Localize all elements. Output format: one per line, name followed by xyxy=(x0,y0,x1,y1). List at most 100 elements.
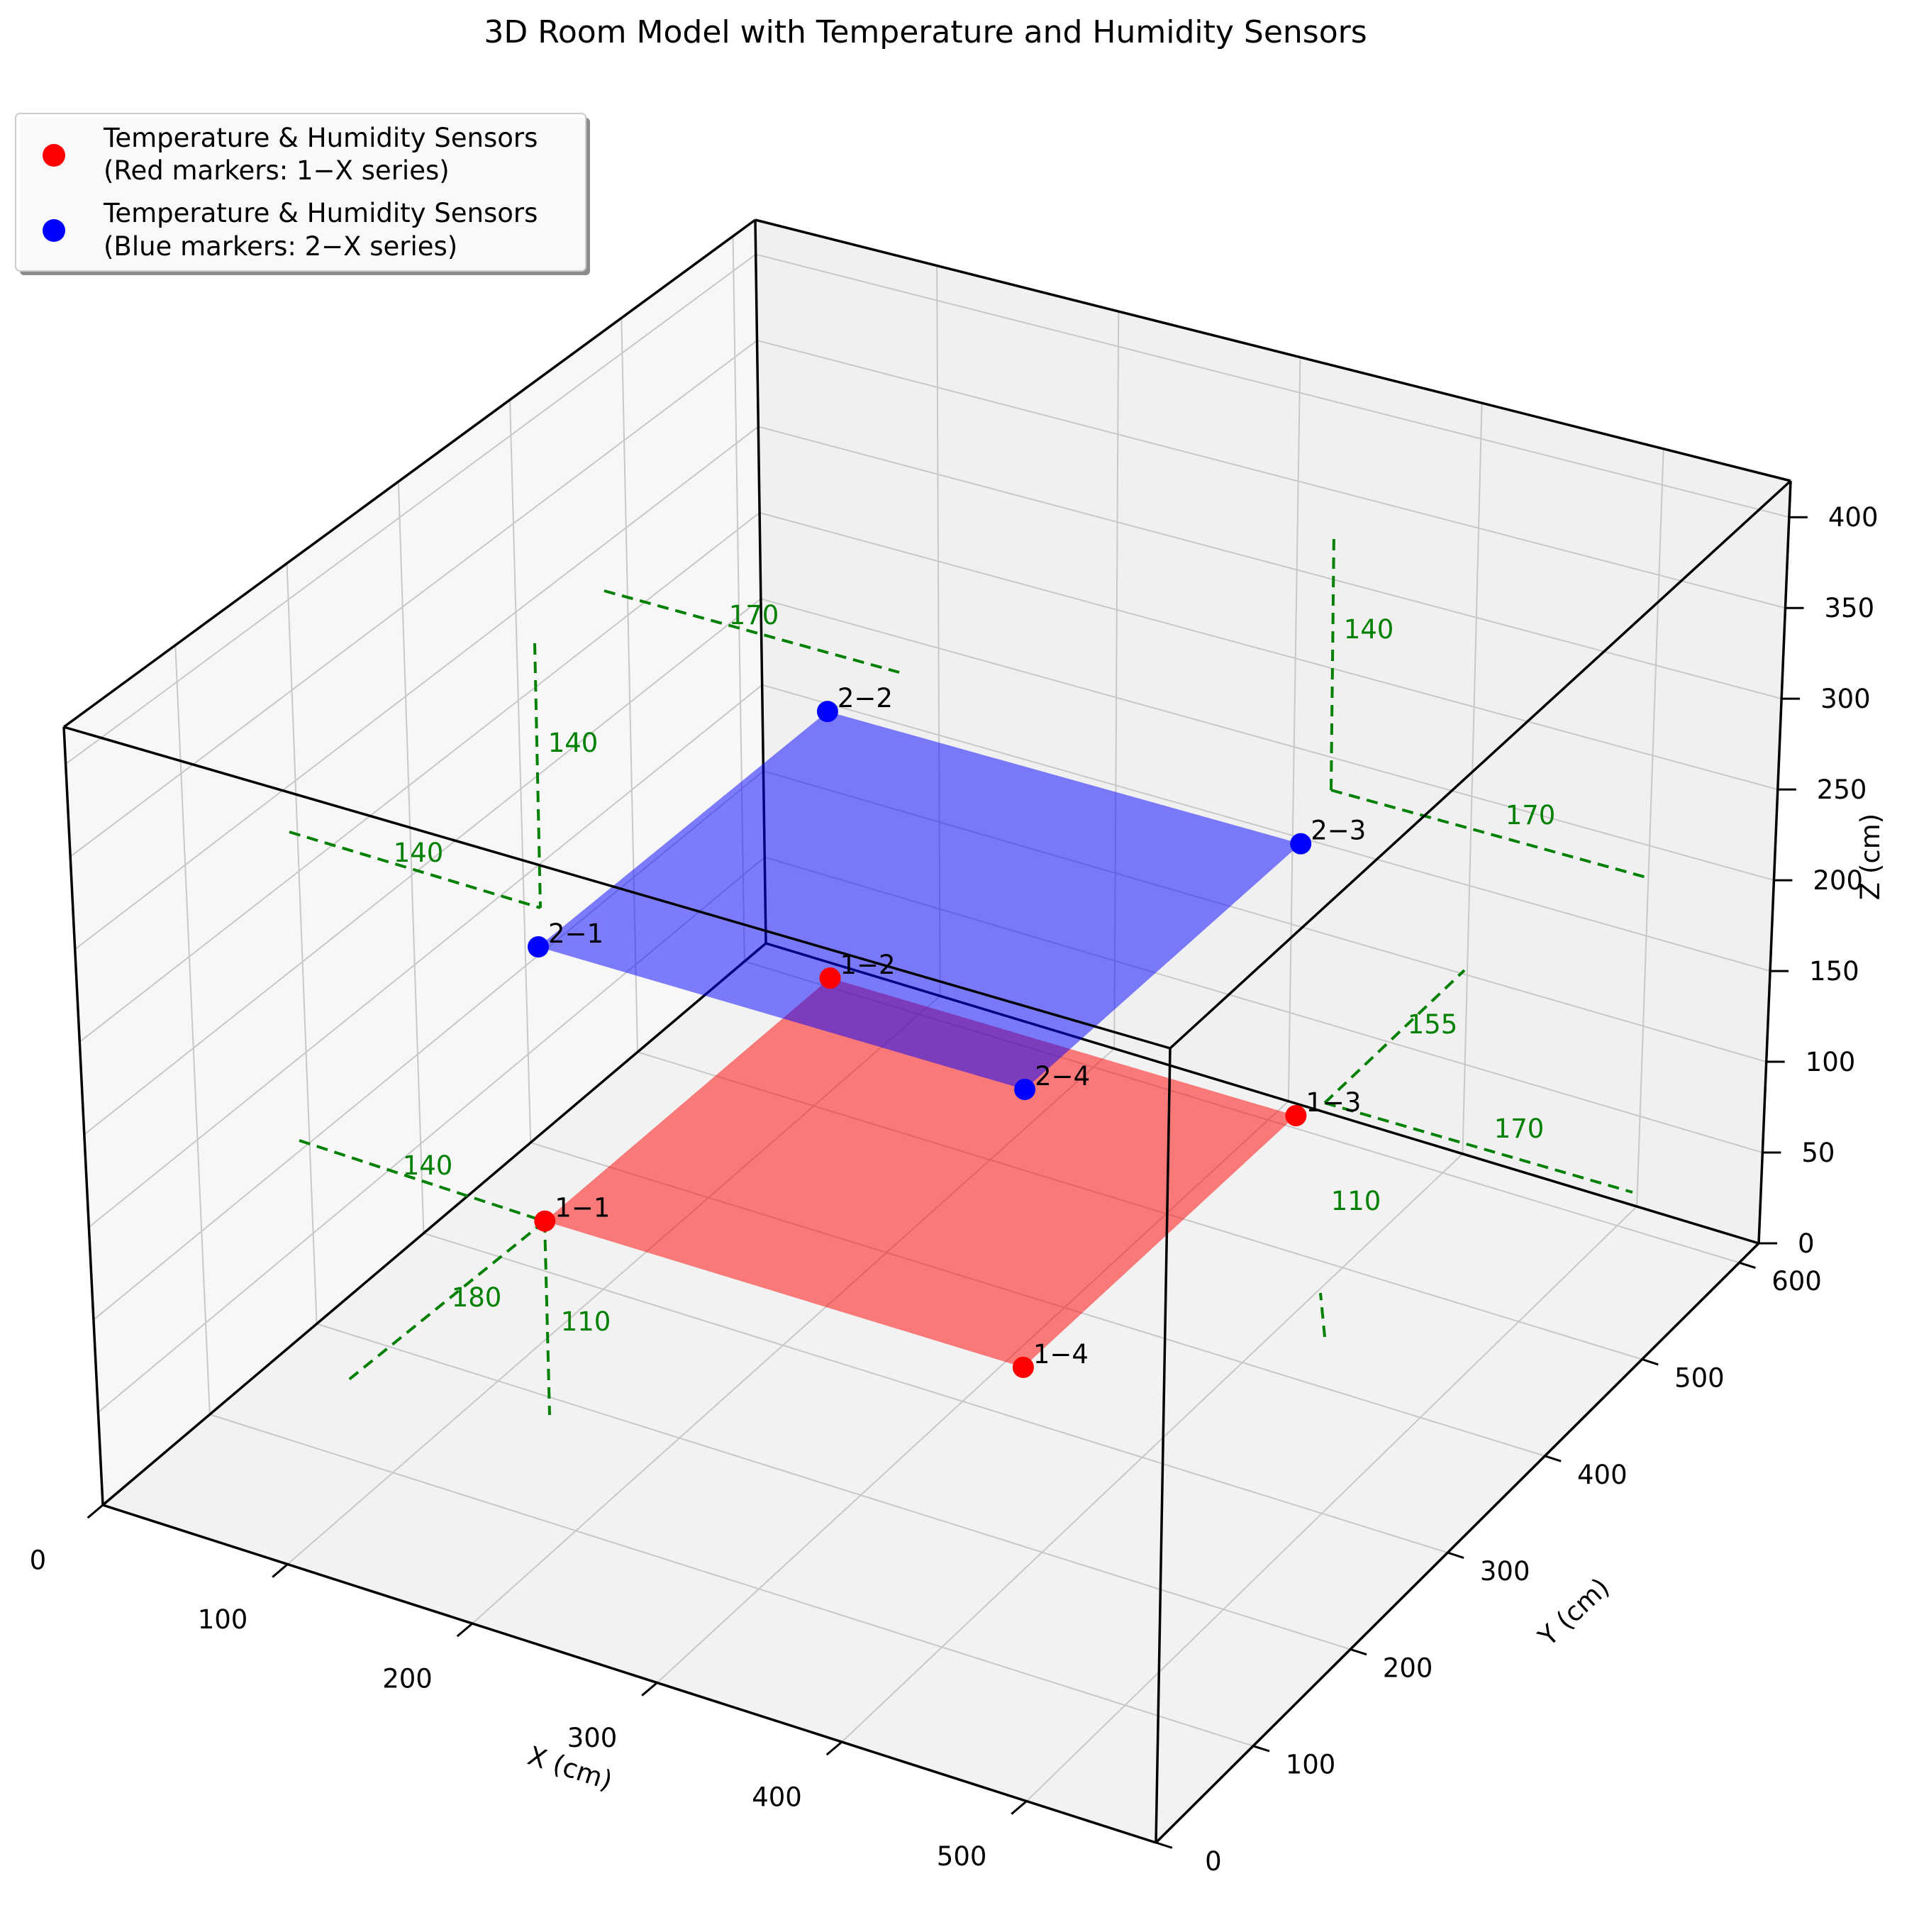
dim-label-y-180: 180 xyxy=(452,1282,502,1313)
z-axis-tick-label: 250 xyxy=(1817,775,1867,805)
dim-label-y-155: 155 xyxy=(1408,1009,1458,1040)
gridline-z-wall xyxy=(79,512,760,1043)
y-axis-tick xyxy=(1739,1261,1756,1270)
legend-entry-blue-line2: (Blue markers: 2−X series) xyxy=(104,231,457,262)
box-edge xyxy=(755,218,1791,482)
z-axis-tick-label: 300 xyxy=(1820,684,1871,714)
gridline-z-back xyxy=(757,340,1786,609)
sensor-label: 1−4 xyxy=(1033,1339,1089,1370)
gridline-z-wall xyxy=(65,253,757,765)
sensor-point xyxy=(528,936,549,957)
box-edge xyxy=(1169,479,1792,1050)
floor-pane xyxy=(103,943,1759,1843)
dimension-line xyxy=(543,1221,551,1416)
x-axis-tick xyxy=(87,1504,104,1519)
dimension-line xyxy=(1323,969,1466,1104)
sensor-point xyxy=(1290,833,1312,855)
x-axis-tick-label: 300 xyxy=(567,1723,618,1753)
box-edge xyxy=(1155,1048,1172,1843)
x-axis-tick-label: 400 xyxy=(752,1782,802,1813)
y-axis-label: Y (cm) xyxy=(1532,1572,1615,1653)
plane-blue-2x xyxy=(538,711,1301,1089)
sensor-label: 2−1 xyxy=(548,918,603,949)
front-box-edges xyxy=(62,218,1792,1844)
sensor-point xyxy=(1012,1356,1034,1378)
y-axis-tick xyxy=(1350,1648,1367,1656)
gridline-z-back xyxy=(762,684,1771,972)
gridline-y-floor xyxy=(423,1232,1448,1554)
gridline-y-floor xyxy=(316,1323,1351,1650)
sensor-label: 2−2 xyxy=(838,683,893,714)
x-axis-tick xyxy=(272,1563,289,1578)
sensor-label: 2−4 xyxy=(1035,1061,1090,1092)
gridline-z-back xyxy=(755,253,1790,518)
sensor-point xyxy=(534,1210,556,1232)
gridline-z-wall xyxy=(84,598,762,1136)
z-axis-tick-label: 200 xyxy=(1813,865,1863,896)
gridline-x-floor xyxy=(1025,1206,1637,1802)
gridline-z-wall xyxy=(69,340,758,857)
legend: Temperature & Humidity Sensors (Red mark… xyxy=(15,113,590,275)
dim-label-z-110: 110 xyxy=(1331,1186,1381,1216)
gridline-z-back xyxy=(758,426,1782,700)
dimension-line xyxy=(289,831,541,909)
sensor-label: 1−1 xyxy=(555,1193,610,1223)
y-axis-tick-label: 400 xyxy=(1577,1460,1628,1490)
z-axis-tick-label: 100 xyxy=(1806,1047,1856,1077)
y-axis-tick-label: 600 xyxy=(1771,1266,1822,1297)
x-axis-tick xyxy=(1011,1800,1028,1815)
legend-entry-red-line2: (Red markers: 1−X series) xyxy=(104,155,450,186)
axis-ticks: 0 100 200 300 400 500 0 100 200 300 400 500 600 0 50 10… xyxy=(30,502,1879,1877)
dim-label-x-170: 170 xyxy=(729,600,779,631)
z-axis-tick-label: 50 xyxy=(1801,1138,1835,1168)
sensor-points: 1−11−21−31−42−12−22−32−4 xyxy=(528,683,1366,1378)
chart-title: 3D Room Model with Temperature and Humid… xyxy=(484,14,1367,50)
x-axis-tick-label: 100 xyxy=(198,1604,248,1635)
dim-label-z-140: 140 xyxy=(548,728,599,758)
y-axis-tick xyxy=(1447,1551,1464,1559)
legend-entry-blue-line1: Temperature & Humidity Sensors xyxy=(103,198,538,228)
sensor-label: 1−3 xyxy=(1306,1087,1361,1118)
gridline-x-floor xyxy=(841,1153,1464,1743)
box-edge xyxy=(102,1504,1157,1844)
sensor-label: 2−3 xyxy=(1311,816,1366,846)
dim-label-z-110: 110 xyxy=(561,1306,611,1337)
gridline-z-back xyxy=(760,598,1774,882)
box-edge xyxy=(63,726,1171,1050)
x-axis-tick-label: 0 xyxy=(30,1545,47,1576)
gridline-y-floor xyxy=(209,1414,1254,1747)
box-edge xyxy=(62,218,757,728)
y-axis-tick xyxy=(1252,1745,1270,1753)
z-axis-tick-label: 350 xyxy=(1825,593,1875,623)
dimension-line xyxy=(1324,1101,1633,1194)
gridline-z-wall xyxy=(74,426,759,950)
box-edge xyxy=(1155,1242,1760,1844)
dim-label-x-140: 140 xyxy=(394,838,444,868)
y-axis-tick-label: 300 xyxy=(1480,1556,1530,1587)
dimension-line xyxy=(1330,531,1335,791)
dimension-line xyxy=(603,589,900,674)
y-axis-tick-label: 0 xyxy=(1205,1846,1222,1877)
dim-label-x-170: 170 xyxy=(1506,800,1556,831)
y-axis-tick-label: 200 xyxy=(1383,1653,1433,1683)
legend-box xyxy=(15,113,586,272)
legend-marker-blue xyxy=(43,219,65,242)
sensor-point xyxy=(816,701,838,723)
legend-marker-red xyxy=(43,144,65,167)
left-wall-pane xyxy=(64,220,766,1505)
dimension-line xyxy=(299,1139,545,1223)
x-axis-tick xyxy=(456,1622,474,1638)
x-axis-tick xyxy=(641,1682,658,1697)
y-axis-tick xyxy=(1544,1455,1562,1462)
dimension-line xyxy=(533,643,542,909)
sensor-planes xyxy=(538,711,1301,1367)
dimension-line xyxy=(1319,1292,1326,1338)
dim-label-x-170: 170 xyxy=(1494,1114,1545,1144)
sensor-point xyxy=(1014,1079,1036,1100)
gridline-z-wall xyxy=(88,684,763,1228)
dimension-lines: 140 180 110 155 170 110 140 140 170 140 170 xyxy=(289,531,1650,1416)
z-axis-label: Z (cm) xyxy=(1855,814,1886,900)
box-edge xyxy=(62,726,104,1506)
box-edge xyxy=(101,942,767,1506)
